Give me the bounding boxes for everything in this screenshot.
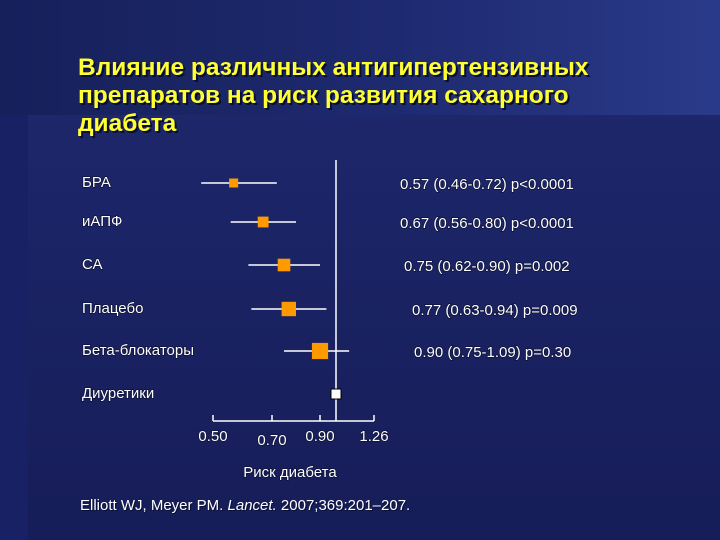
estimate-marker [277,258,291,272]
row-label: СА [82,256,103,273]
left-band [0,115,28,540]
row-label: иАПФ [82,213,122,230]
row-label: Бета-блокаторы [82,342,194,359]
estimate-marker [257,216,269,228]
citation-details: 2007;369:201–207. [280,497,411,514]
citation-authors: Elliott WJ, Meyer PM. [80,497,224,514]
row-label: БРА [82,174,111,191]
estimate-marker [311,342,329,360]
row-label: Диуретики [82,385,154,402]
x-tick-label: 0.50 [198,428,227,445]
title-band [0,0,720,115]
citation-journal: Lancet. [227,497,277,514]
row-label: Плацебо [82,300,143,317]
slide-title-line-1: Влияние различных антигипертензивных [78,54,589,81]
x-tick-label: 0.90 [305,428,334,445]
slide-title-line-2: препаратов на риск развития сахарного [78,82,569,109]
slide-title-line-3: диабета [78,110,177,137]
estimate-marker [229,178,239,188]
row-annotation: 0.90 (0.75-1.09) p=0.30 [414,344,571,361]
row-annotation: 0.67 (0.56-0.80) p<0.0001 [400,215,574,232]
x-axis-title: Риск диабета [243,464,337,481]
x-tick-label: 1.26 [359,428,388,445]
slide-title: Влияние различных антигипертензивных пре… [78,54,698,138]
citation: Elliott WJ, Meyer PM. Lancet. 2007;369:2… [80,497,410,514]
row-annotation: 0.75 (0.62-0.90) p=0.002 [404,258,570,275]
x-tick-label: 0.70 [257,432,286,449]
estimate-marker [281,301,296,317]
row-annotation: 0.57 (0.46-0.72) p<0.0001 [400,176,574,193]
reference-marker [330,388,342,400]
row-annotation: 0.77 (0.63-0.94) p=0.009 [412,302,578,319]
